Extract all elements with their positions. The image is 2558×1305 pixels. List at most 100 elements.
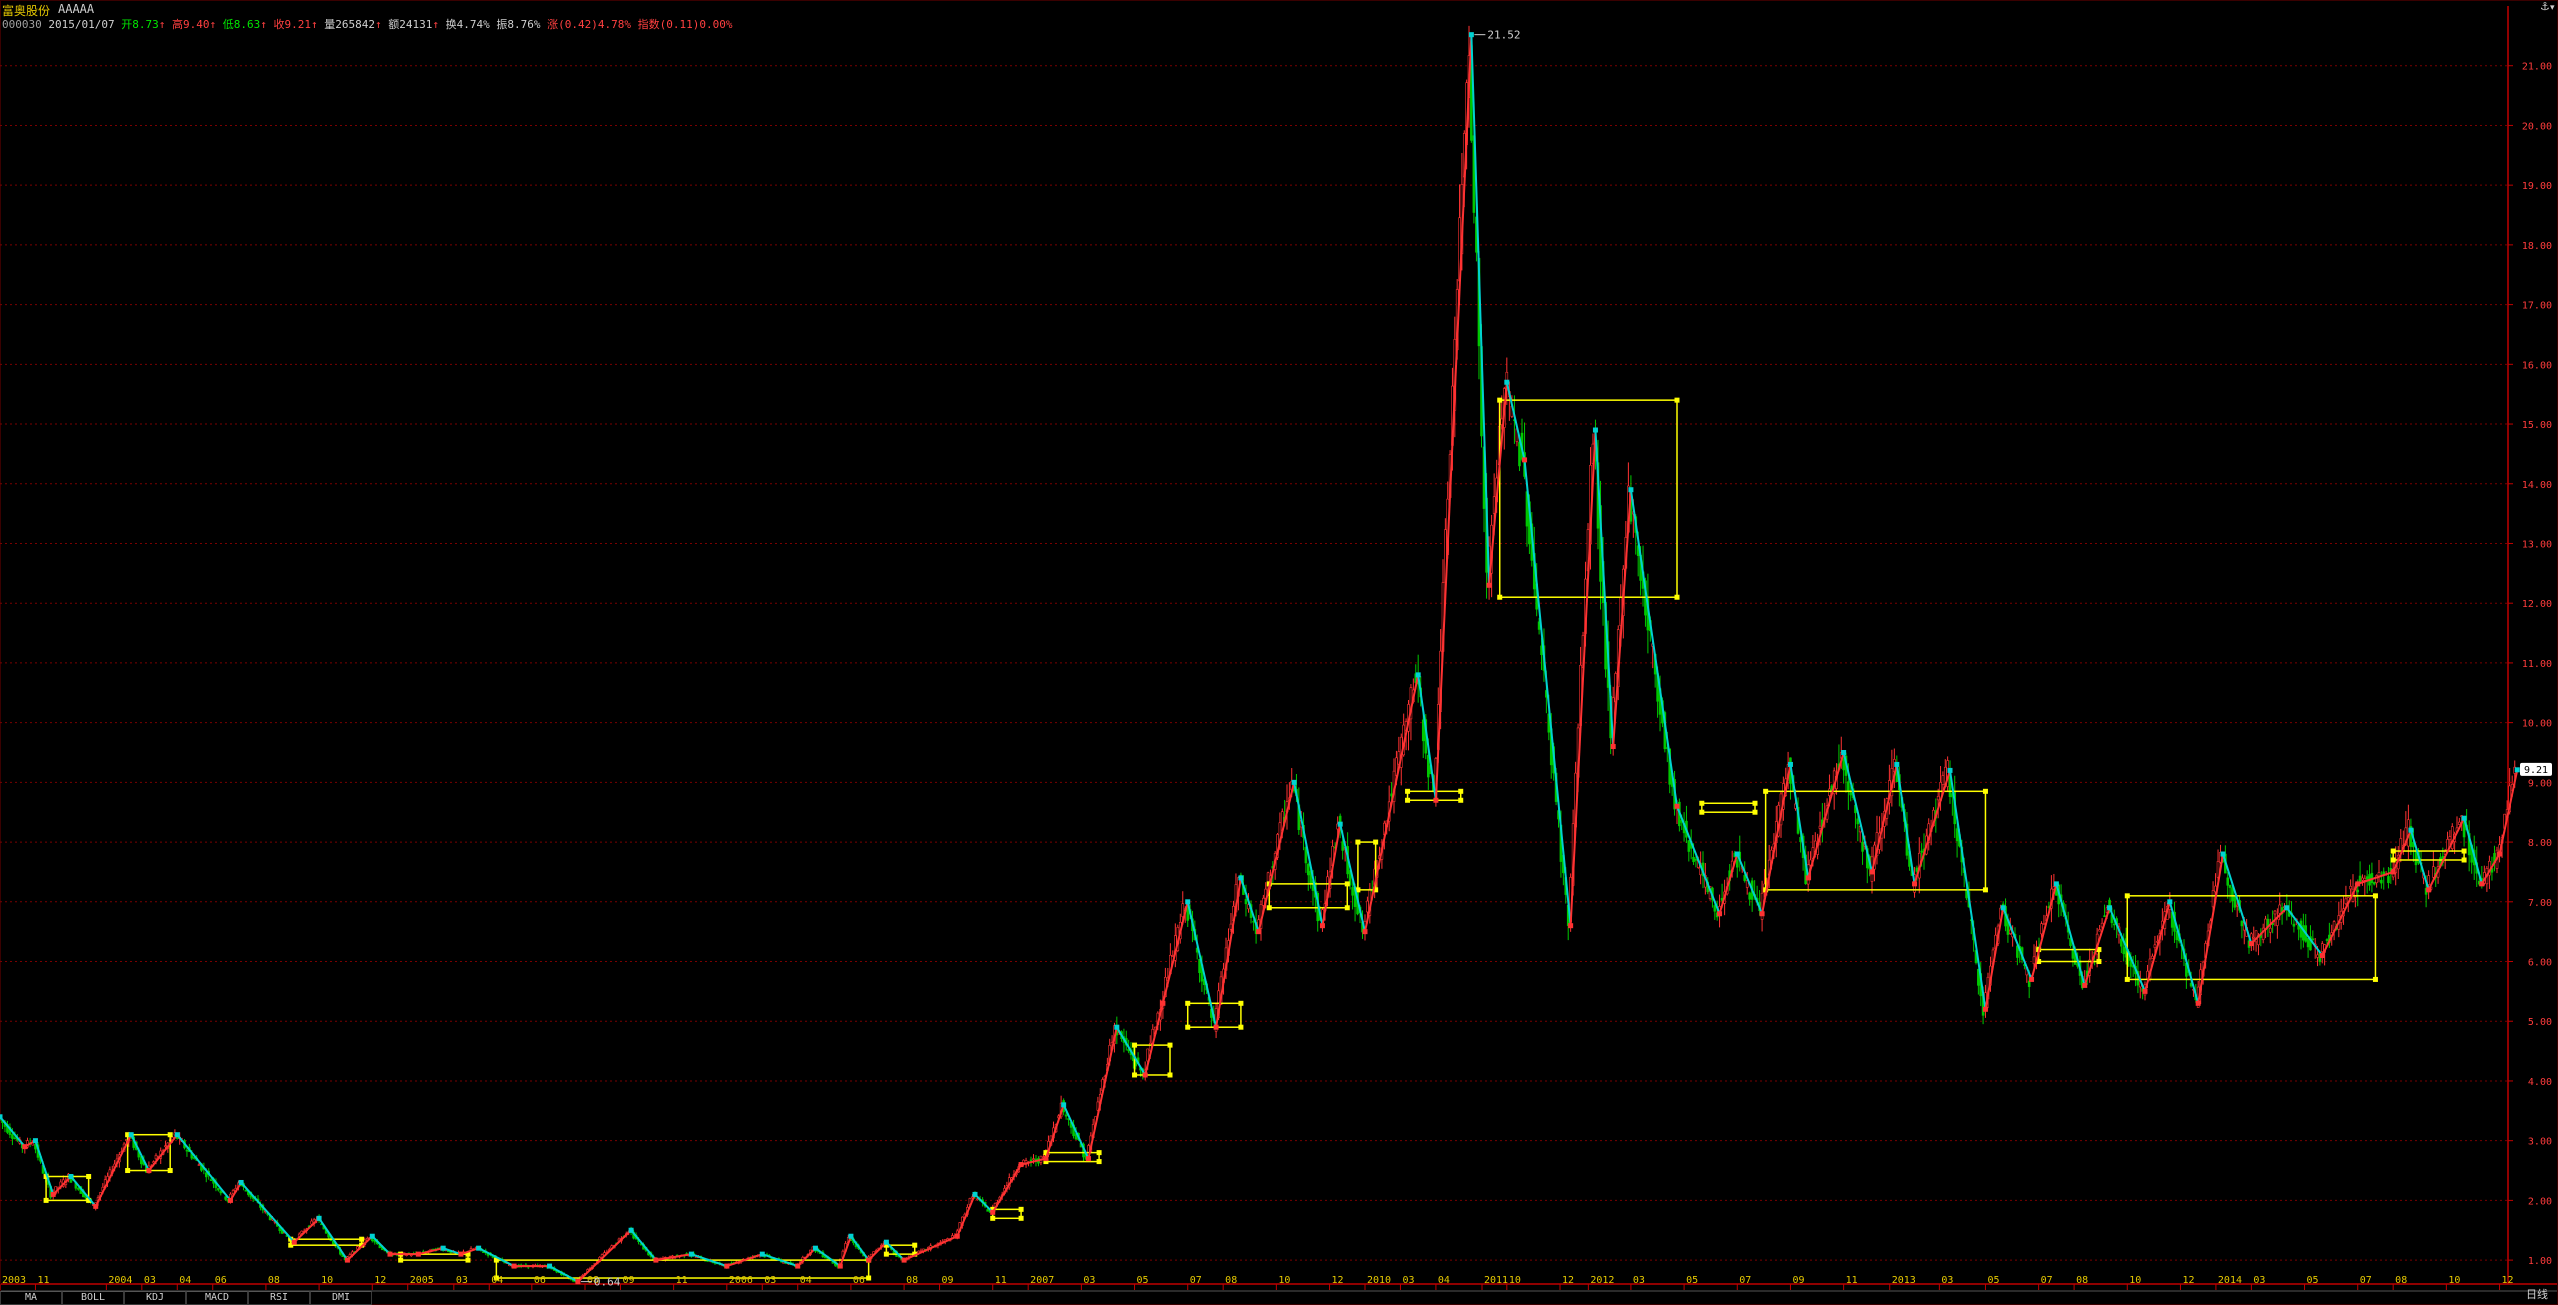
candle-body	[1920, 850, 1923, 853]
zigzag-segment	[2083, 907, 2111, 986]
zigzag-segment	[1115, 1026, 1147, 1076]
box-corner-marker	[1674, 594, 1680, 600]
consolidation-box	[2392, 850, 2465, 861]
box-corner-marker	[1699, 800, 1705, 806]
x-tick-label: 08	[1225, 1275, 1237, 1286]
pivot-marker	[837, 1263, 843, 1269]
tab-dmi[interactable]: DMI	[310, 1291, 372, 1305]
candle-body	[2226, 877, 2230, 886]
box-corner-marker	[1238, 1024, 1244, 1030]
pivot-marker	[848, 1233, 854, 1239]
zigzag-segment	[1488, 382, 1508, 586]
x-tick-label: 06	[215, 1275, 227, 1286]
zigzag-segment	[1293, 782, 1324, 926]
y-tick-label: 9.00	[2528, 778, 2552, 789]
candle-body	[2122, 946, 2126, 955]
box-corner-marker	[1355, 839, 1361, 845]
candle-body	[2311, 938, 2315, 941]
consolidation-box	[991, 1208, 1022, 1220]
candle-body	[1351, 887, 1354, 896]
zigzag-segment	[2197, 853, 2224, 1004]
zigzag-segment	[956, 1194, 976, 1237]
candle-body	[1842, 758, 1845, 771]
zigzag-segment	[2002, 907, 2033, 980]
box-corner-marker	[2096, 959, 2102, 965]
pivot-marker	[146, 1168, 152, 1174]
candle-body	[2306, 937, 2310, 948]
pivot-marker	[458, 1251, 464, 1257]
pivot-marker	[2082, 982, 2088, 988]
period-label[interactable]: 日线	[2526, 1287, 2548, 1301]
pivot-marker	[724, 1263, 730, 1269]
y-tick-label: 19.00	[2522, 181, 2552, 192]
zigzag-segment	[726, 1253, 763, 1268]
candle-body	[1366, 900, 1369, 913]
box-corner-marker	[1458, 788, 1464, 794]
candle-body	[2365, 876, 2369, 880]
zigzag-segment	[2498, 769, 2519, 855]
candle-body	[1687, 840, 1691, 852]
candle-body	[1735, 859, 1739, 868]
x-tick-label: 08	[268, 1275, 280, 1286]
candle-body	[2175, 931, 2179, 941]
pivot-marker	[1238, 875, 1244, 881]
zigzag-segment	[1761, 764, 1792, 914]
tab-ma[interactable]: MA	[0, 1291, 62, 1305]
pivot-marker	[32, 1138, 38, 1144]
pivot-marker	[653, 1257, 659, 1263]
tab-rsi[interactable]: RSI	[248, 1291, 310, 1305]
anchor-icon[interactable]: ⚓	[2540, 0, 2550, 13]
zigzag-segment	[130, 1134, 150, 1171]
box-corner-marker	[1752, 800, 1758, 806]
box-corner-marker	[1458, 797, 1464, 803]
x-tick-label: 10	[1509, 1275, 1521, 1286]
zigzag-segment	[34, 1140, 55, 1195]
close-value: 9.21	[284, 18, 311, 31]
pivot-marker	[1433, 797, 1439, 803]
zigzag-segment	[1364, 674, 1420, 932]
stock-suffix: AAAAA	[58, 2, 95, 16]
box-corner-marker	[1132, 1042, 1138, 1048]
tab-kdj[interactable]: KDJ	[124, 1291, 186, 1305]
candle-body	[2254, 930, 2258, 943]
zigzag-segment	[1186, 901, 1218, 1028]
pivot-marker	[2248, 941, 2254, 947]
box-corner-marker	[1096, 1159, 1102, 1165]
x-tick-label: 10	[1278, 1275, 1290, 1286]
tab-macd[interactable]: MACD	[186, 1291, 248, 1305]
zigzag-segment	[839, 1235, 852, 1267]
y-tick-label: 5.00	[2528, 1017, 2552, 1028]
zigzag-segment	[94, 1134, 133, 1207]
candle-body	[2356, 889, 2360, 893]
candle-body	[2211, 890, 2215, 908]
pivot-marker	[174, 1132, 180, 1138]
x-tick-label: 12	[2182, 1275, 2194, 1286]
x-tick-label: 03	[1083, 1275, 1095, 1286]
y-tick-label: 8.00	[2528, 838, 2552, 849]
zigzag-segment	[1629, 489, 1678, 807]
zigzag-segment	[1895, 764, 1916, 885]
x-tick-label: 2014	[2218, 1275, 2242, 1286]
pivot-marker	[1610, 744, 1616, 750]
pivot-marker	[628, 1227, 634, 1233]
y-tick-label: 3.00	[2528, 1137, 2552, 1148]
box-corner-marker	[883, 1242, 889, 1248]
candle-body	[2120, 938, 2123, 947]
zigzag-segment	[903, 1235, 958, 1262]
candle-body	[1341, 841, 1344, 851]
x-tick-label: 08	[2395, 1275, 2407, 1286]
box-corner-marker	[1185, 1000, 1191, 1006]
candle-body	[1818, 825, 1822, 829]
settings-icon[interactable]: ▾	[2550, 3, 2555, 13]
candle-body	[2309, 936, 2312, 951]
pivot-marker	[759, 1251, 765, 1257]
candle-body	[2344, 898, 2348, 904]
zigzag-segment	[549, 1265, 579, 1283]
candle-body	[2071, 949, 2075, 959]
tab-boll[interactable]: BOLL	[62, 1291, 124, 1305]
zigzag-segment	[1020, 1157, 1047, 1166]
pivot-marker	[2284, 905, 2290, 911]
x-tick-label: 03	[1941, 1275, 1953, 1286]
candle-body	[2151, 955, 2154, 959]
